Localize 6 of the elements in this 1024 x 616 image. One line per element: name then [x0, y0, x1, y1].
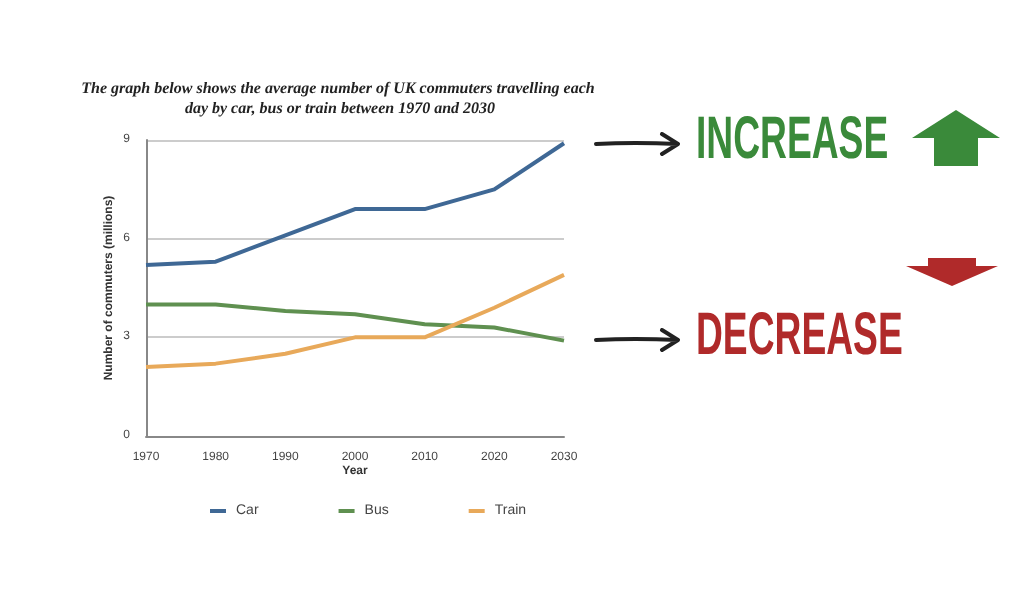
text: DECREASE	[696, 300, 903, 372]
line-series	[144, 272, 566, 369]
line-series	[144, 302, 566, 343]
line-series	[144, 141, 566, 267]
text: INCREASE	[696, 104, 889, 176]
chart-title: The graph below shows the average number of UK commuters travelling each day by car, bus or train between 1970 and 2030	[81, 79, 599, 117]
